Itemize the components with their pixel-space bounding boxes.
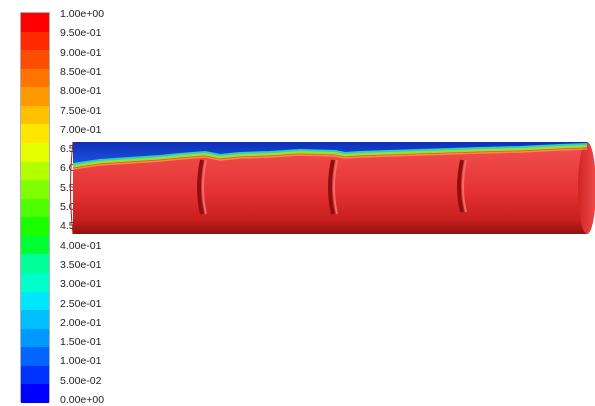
- pipe-joint-2: [328, 159, 335, 215]
- colorbar-swatch: [21, 143, 49, 163]
- colorbar-tick-label: 1.50e-01: [60, 336, 102, 349]
- pipe-joint-1: [197, 159, 204, 215]
- colorbar-swatch: [21, 217, 49, 237]
- colorbar-swatch: [21, 105, 49, 125]
- pipe-joint-2-highlight: [333, 159, 338, 215]
- colorbar-tick-label: 5.00e-02: [60, 374, 102, 387]
- colorbar-tick-label: 3.50e-01: [60, 258, 102, 271]
- colorbar-swatch: [21, 198, 49, 218]
- colorbar-swatch: [21, 291, 49, 311]
- colorbar-tick-label: 1.00e+00: [60, 8, 105, 20]
- colorbar-tick-label: 8.50e-01: [60, 65, 102, 78]
- colorbar-swatch: [21, 161, 49, 181]
- colorbar-swatch: [21, 124, 49, 144]
- interface-band: [72, 144, 588, 168]
- colorbar: [20, 12, 50, 404]
- colorbar-tick-label: 2.50e-01: [60, 297, 102, 310]
- colorbar-tick-label: 7.00e-01: [60, 123, 102, 136]
- colorbar-tick-label: 4.00e-01: [60, 239, 102, 252]
- colorbar-tick-label: 7.50e-01: [60, 104, 102, 117]
- colorbar-swatch: [21, 273, 49, 293]
- colorbar-swatch: [21, 310, 49, 330]
- colorbar-swatch: [21, 50, 49, 70]
- colorbar-tick-label: 3.00e-01: [60, 278, 102, 291]
- colorbar-tick-label: 8.00e-01: [60, 85, 102, 98]
- colorbar-swatch: [21, 365, 49, 385]
- pipe-end-cap: [578, 142, 595, 234]
- pipe-left-edge: [70, 141, 74, 235]
- colorbar-tick-label: 9.50e-01: [60, 27, 102, 40]
- colorbar-swatch: [21, 13, 49, 33]
- colorbar-tick-label: 0.00e+00: [60, 394, 105, 406]
- interface-band-cyan: [72, 143, 588, 165]
- pipe-joint-3: [457, 159, 464, 213]
- colorbar-tick-label: 2.00e-01: [60, 316, 102, 329]
- colorbar-swatch: [21, 180, 49, 200]
- colorbar-tick-label: 1.00e-01: [60, 355, 102, 368]
- colorbar-swatch: [21, 235, 49, 255]
- colorbar-swatch: [21, 328, 49, 348]
- interface-band-orange: [72, 148, 588, 170]
- pipe-joint-1-highlight: [202, 159, 207, 215]
- pipe-joint-3-highlight: [462, 159, 467, 213]
- colorbar-swatch: [21, 347, 49, 367]
- colorbar-swatch: [21, 254, 49, 274]
- colorbar-tick-label: 9.00e-01: [60, 46, 102, 59]
- colorbar-swatch: [21, 384, 49, 404]
- colorbar-swatch: [21, 68, 49, 88]
- colorbar-swatch: [21, 31, 49, 51]
- colorbar-swatch: [21, 87, 49, 107]
